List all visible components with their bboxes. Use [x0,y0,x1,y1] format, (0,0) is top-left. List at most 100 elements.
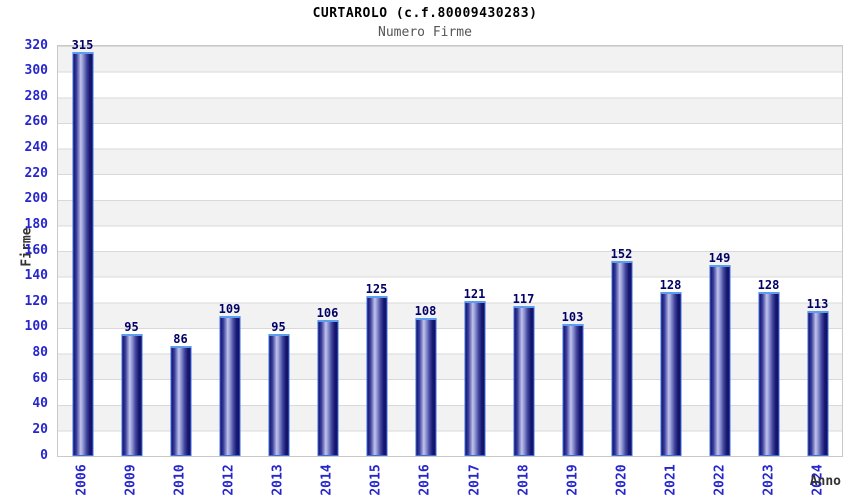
bar-2014: 106 [317,306,338,456]
bar-value-label-2021: 128 [659,278,682,292]
x-tick-cell-2020: 2020 [597,461,646,499]
bar-slot-2014: 106 [303,46,352,456]
x-axis-title: Anno [809,474,841,489]
bar-value-label-2019: 103 [561,310,584,325]
y-tick-label-300: 300 [24,63,48,79]
y-tick-label-220: 220 [24,165,48,181]
bar-2012: 109 [219,302,240,456]
bar-slot-2021: 128 [646,46,695,456]
bar-2022: 149 [709,251,730,456]
bar-slot-2015: 125 [352,46,401,456]
bar-slot-2016: 108 [401,46,450,456]
bar-value-label-2013: 95 [271,320,286,335]
y-tick-label-100: 100 [24,319,48,335]
bar-value-label-2016: 108 [414,303,437,318]
bar-2017: 121 [464,287,485,456]
y-tick-label-280: 280 [24,88,48,104]
plot-area: 315 95 86 109 95 106 125 108 121 117 103 152 128 149 1… [57,38,843,457]
bar-2018: 117 [513,292,534,456]
bar-series: 315 95 86 109 95 106 125 108 121 117 103 152 128 149 1… [58,38,842,456]
bar-slot-2023: 128 [744,46,793,456]
bar-value-label-2010: 86 [173,331,188,346]
y-tick-label-80: 80 [32,345,48,360]
bar-slot-2013: 95 [254,46,303,456]
bar-value-label-2020: 152 [610,247,633,262]
bar-2023: 128 [758,278,779,456]
x-tick-cell-2006: 2006 [57,461,106,499]
x-tick-label-2017: 2017 [467,464,483,496]
bar-value-label-2009: 95 [124,320,139,335]
y-axis-tick-labels: 0 20 40 60 80 100 120 140 160 180 200 220 240 260 280 3… [0,38,50,463]
x-tick-cell-2023: 2023 [745,461,794,499]
x-tick-cell-2016: 2016 [401,461,450,499]
y-tick-label-0: 0 [40,447,48,463]
x-tick-label-2021: 2021 [663,464,679,496]
y-tick-label-180: 180 [24,216,48,232]
bar-2009: 95 [121,320,142,456]
bar-2021: 128 [660,278,681,456]
x-tick-label-2015: 2015 [368,464,384,496]
x-tick-label-2023: 2023 [761,464,777,496]
bar-slot-2020: 152 [597,46,646,456]
bar-slot-2012: 109 [205,46,254,456]
bar-slot-2022: 149 [695,46,744,456]
x-tick-cell-2018: 2018 [499,461,548,499]
x-tick-label-2020: 2020 [614,464,630,496]
y-tick-label-140: 140 [24,268,48,284]
bar-value-label-2015: 125 [365,281,388,296]
bar-slot-2009: 95 [107,46,156,456]
x-tick-cell-2014: 2014 [303,461,352,499]
x-axis-tick-labels: 2006 2009 2010 2012 2013 2014 2015 2016 2017 2018… [57,461,843,499]
bar-2013: 95 [268,320,289,456]
bar-value-label-2023: 128 [757,278,780,292]
bar-2016: 108 [415,304,436,456]
x-tick-cell-2017: 2017 [450,461,499,499]
y-tick-label-160: 160 [24,242,48,258]
chart-title: CURTAROLO (c.f.80009430283) [312,6,538,21]
x-tick-label-2022: 2022 [712,464,728,496]
x-tick-label-2014: 2014 [319,464,335,496]
x-tick-cell-2013: 2013 [254,461,303,499]
bar-2010: 86 [170,332,191,456]
x-tick-cell-2015: 2015 [352,461,401,499]
x-tick-cell-2012: 2012 [204,461,253,499]
bar-slot-2024: 113 [793,46,842,456]
y-tick-label-200: 200 [24,191,48,207]
bar-2024: 113 [807,297,828,456]
x-tick-label-2006: 2006 [74,464,90,496]
y-tick-label-120: 120 [24,293,48,309]
x-tick-cell-2009: 2009 [106,461,155,499]
bar-slot-2018: 117 [499,46,548,456]
y-tick-label-240: 240 [24,140,48,155]
x-tick-label-2010: 2010 [172,464,188,496]
bar-2020: 152 [611,247,632,456]
bar-value-label-2022: 149 [708,251,731,266]
x-tick-cell-2022: 2022 [696,461,745,499]
y-tick-label-260: 260 [24,114,48,130]
x-tick-cell-2019: 2019 [548,461,597,499]
bar-value-label-2014: 106 [316,306,339,321]
x-tick-label-2009: 2009 [123,464,139,496]
y-tick-label-320: 320 [24,37,48,53]
y-tick-label-40: 40 [32,396,48,412]
x-tick-cell-2010: 2010 [155,461,204,499]
bar-2019: 103 [562,310,583,456]
x-tick-label-2012: 2012 [221,464,237,496]
bar-slot-2010: 86 [156,46,205,456]
x-tick-label-2019: 2019 [565,464,581,496]
chart-subtitle: Numero Firme [378,25,472,40]
bar-slot-2006: 315 [58,38,107,456]
y-tick-label-60: 60 [32,370,48,386]
bar-value-label-2012: 109 [218,302,241,317]
bar-value-label-2017: 121 [463,286,486,301]
x-tick-label-2018: 2018 [516,464,532,496]
x-tick-label-2013: 2013 [270,464,286,496]
x-tick-label-2016: 2016 [417,464,433,496]
bar-2015: 125 [366,282,387,456]
x-tick-cell-2021: 2021 [647,461,696,499]
bar-slot-2019: 103 [548,46,597,456]
bar-value-label-2006: 315 [71,38,94,53]
bar-value-label-2018: 117 [512,292,535,307]
bar-value-label-2024: 113 [806,297,829,312]
